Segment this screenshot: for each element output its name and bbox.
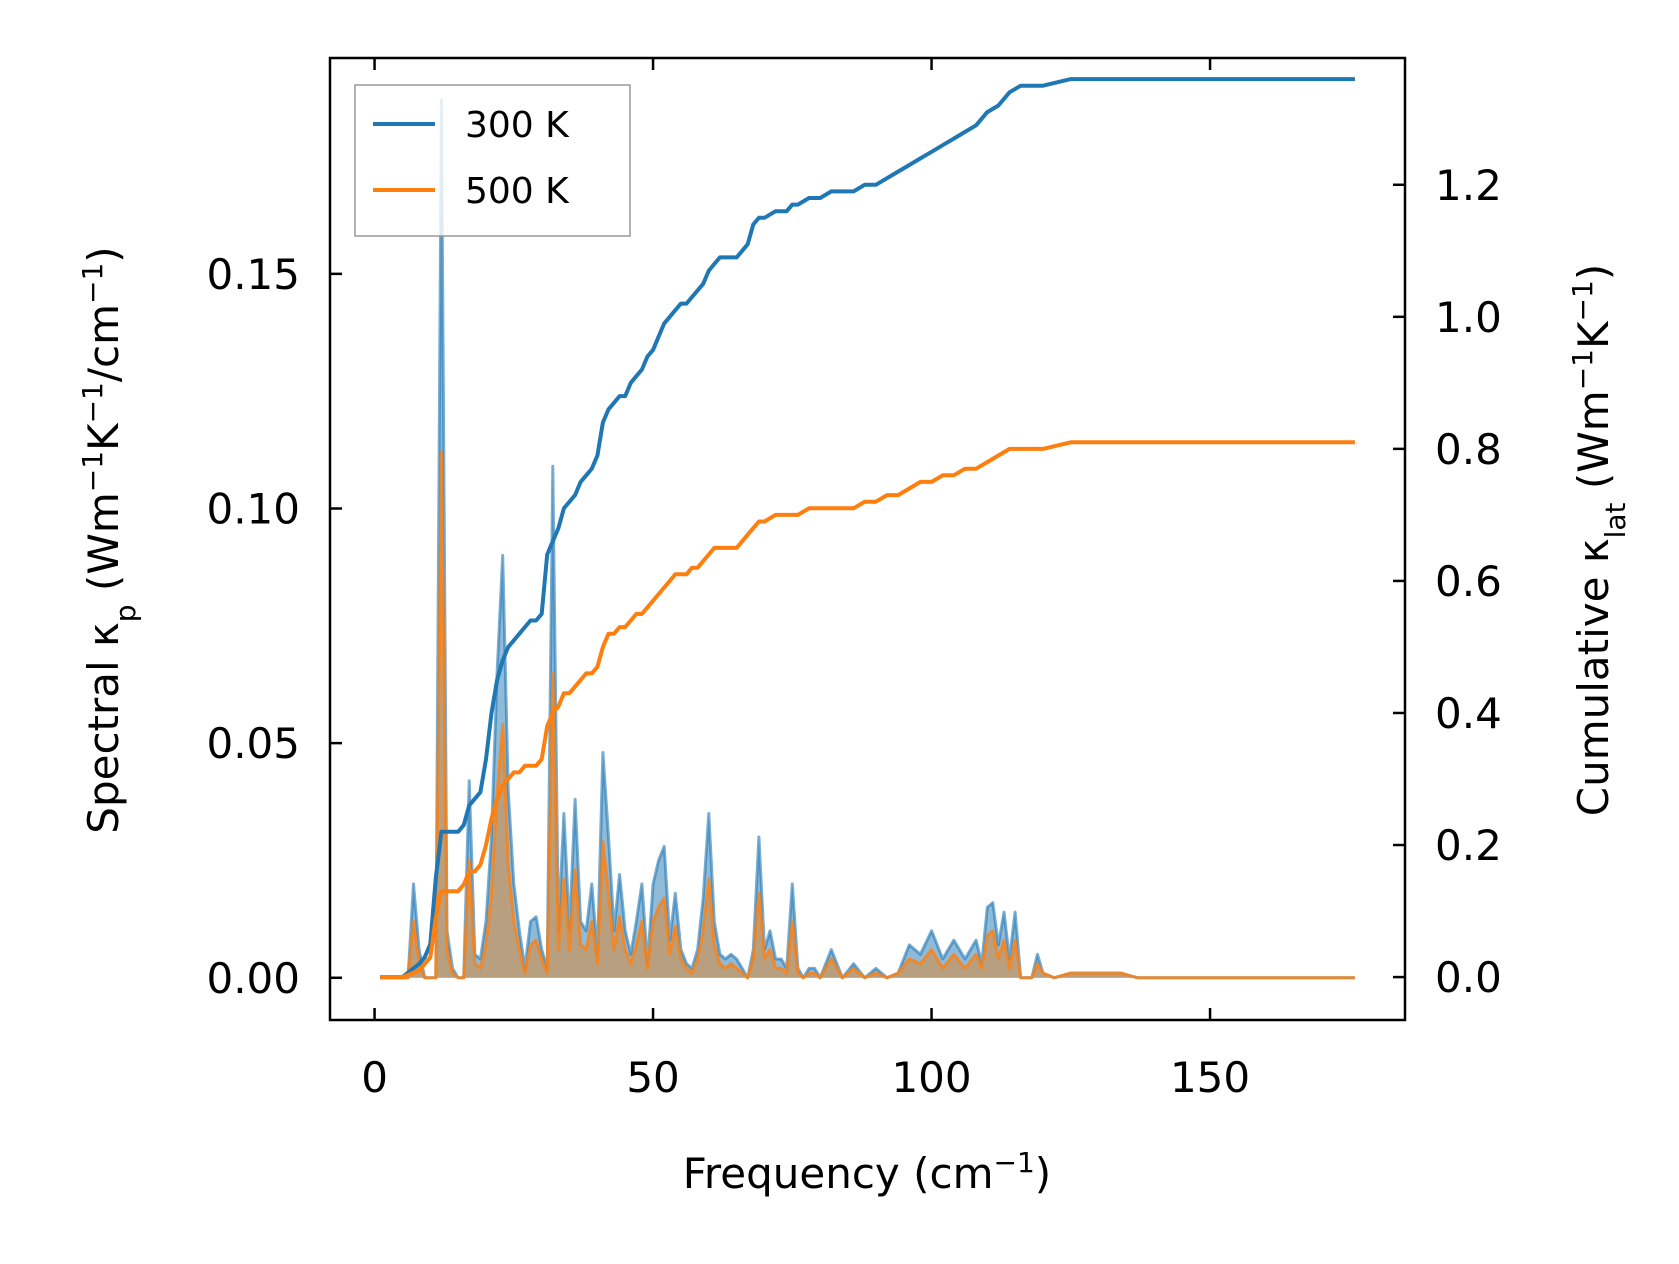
plot-area <box>380 77 1355 980</box>
y-left-tick-label: 0.05 <box>206 719 300 768</box>
x-tick-label: 0 <box>361 1053 388 1102</box>
y-right-tick-label: 0.4 <box>1435 689 1502 738</box>
y-left-tick-label: 0.00 <box>206 954 300 1003</box>
y-right-tick-label: 1.0 <box>1435 293 1502 342</box>
x-axis-title: Frequency (cm−1) <box>683 1146 1051 1199</box>
y-right-tick-label: 0.0 <box>1435 953 1502 1002</box>
x-tick-label: 50 <box>626 1053 679 1102</box>
x-tick-label: 100 <box>891 1053 971 1102</box>
axis-ticks: 0 50 100 150 0.00 0.05 0.10 0.15 0.0 0.2 0.4 0.6 0.8… <box>206 58 1502 1102</box>
y-right-tick-label: 1.2 <box>1435 161 1502 210</box>
y-right-tick-label: 0.2 <box>1435 821 1502 870</box>
y-left-tick-label: 0.10 <box>206 484 300 533</box>
y-right-tick-label: 0.8 <box>1435 425 1502 474</box>
y-left-tick-label: 0.15 <box>206 250 300 299</box>
spectral-line-500k <box>380 450 1355 980</box>
cumulative-line-500k <box>380 440 1355 980</box>
legend-box <box>354 84 631 237</box>
cumulative-line-300k <box>380 77 1355 980</box>
legend: 300 K 500 K <box>354 84 631 237</box>
spectral-line-300k <box>380 98 1355 980</box>
x-tick-label: 150 <box>1170 1053 1250 1102</box>
legend-label-500k: 500 K <box>465 171 570 212</box>
legend-label-300k: 300 K <box>465 105 570 146</box>
y-right-tick-label: 0.6 <box>1435 557 1502 606</box>
plot-frame <box>328 56 1407 1022</box>
